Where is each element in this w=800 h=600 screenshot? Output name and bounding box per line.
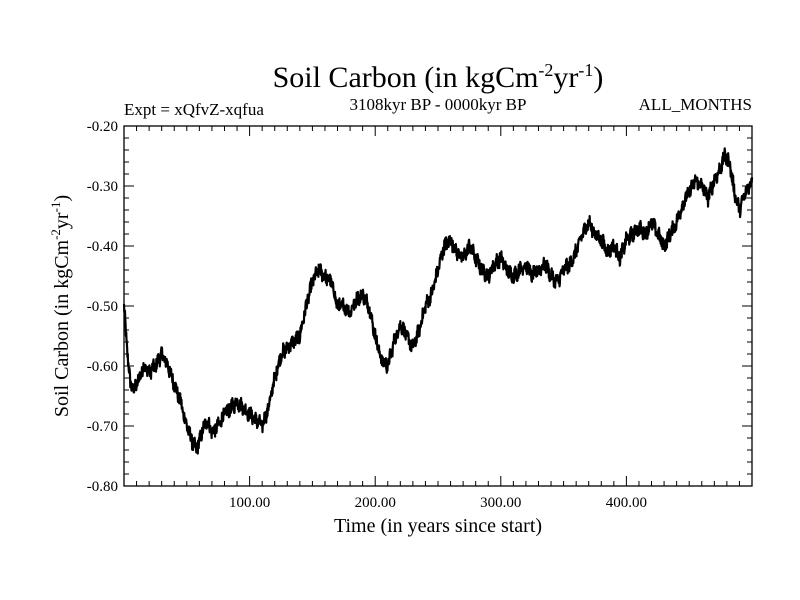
series-line-soil-carbon	[122, 147, 754, 455]
x-tick-label: 400.00	[606, 495, 647, 511]
period-label: 3108kyr BP - 0000kyr BP	[350, 95, 527, 114]
y-tick-label: -0.70	[87, 419, 118, 435]
axis-ticks	[124, 126, 752, 486]
chart-title: Soil Carbon (in kgCm-2yr-1)	[273, 60, 604, 94]
y-tick-label: -0.30	[87, 179, 118, 195]
y-tick-labels: -0.20 -0.30 -0.40 -0.50 -0.60 -0.70 -0.80	[87, 119, 118, 495]
x-tick-label: 300.00	[480, 495, 521, 511]
y-tick-label: -0.60	[87, 359, 118, 375]
y-tick-label: -0.20	[87, 119, 118, 135]
experiment-label: Expt = xQfvZ-xqfua	[124, 100, 264, 119]
y-axis-label: Soil Carbon (in kgCm-2yr-1)	[48, 195, 73, 417]
y-tick-label: -0.80	[87, 479, 118, 495]
x-tick-label: 200.00	[355, 495, 396, 511]
season-label: ALL_MONTHS	[639, 95, 752, 114]
x-axis-label: Time (in years since start)	[334, 515, 542, 537]
x-tick-labels: 100.00 200.00 300.00 400.00	[229, 495, 647, 511]
y-tick-label: -0.40	[87, 239, 118, 255]
y-tick-label: -0.50	[87, 299, 118, 315]
x-tick-label: 100.00	[229, 495, 270, 511]
plot-frame	[123, 125, 753, 487]
